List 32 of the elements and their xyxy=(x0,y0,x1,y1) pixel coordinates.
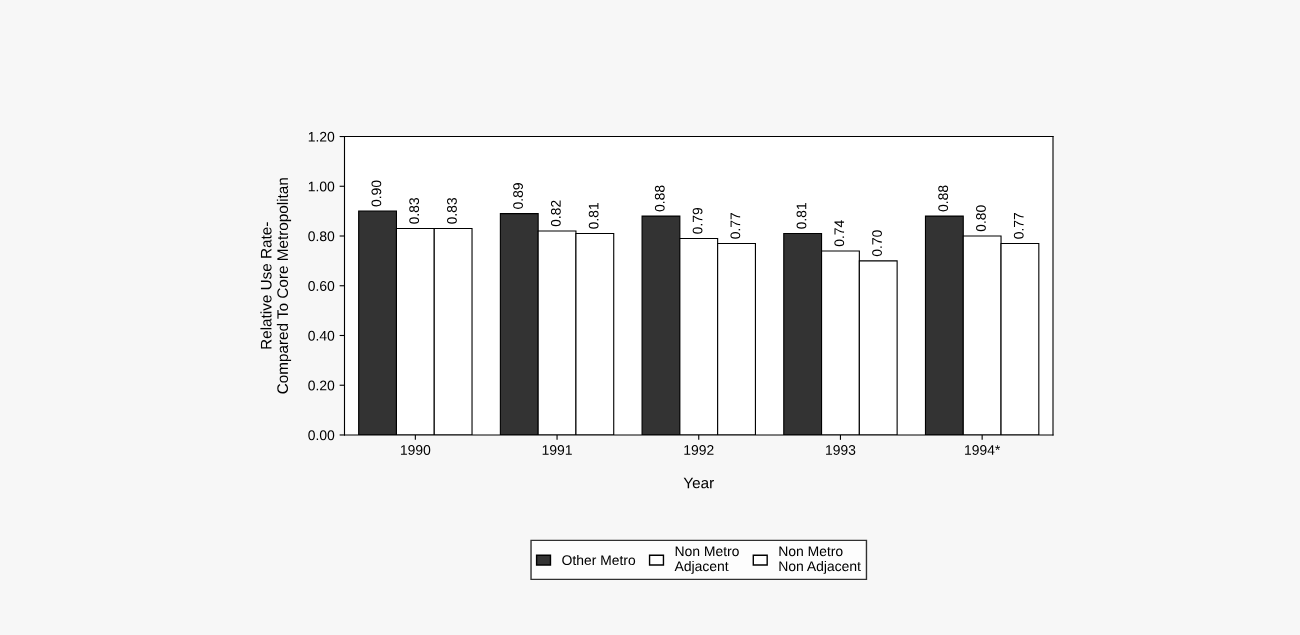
data-label: 0.81 xyxy=(796,203,807,229)
x-tick-label: 1993 xyxy=(826,445,856,455)
y-tick-label: 0.40 xyxy=(308,330,335,341)
x-axis-title: Year xyxy=(683,477,714,489)
x-tick-label: 1992 xyxy=(684,445,714,455)
data-label: 0.77 xyxy=(1013,212,1024,239)
y-axis-title: Relative Use Rate- Compared To Core Metropolitan xyxy=(260,178,292,394)
data-label: 0.83 xyxy=(409,197,420,224)
y-tick-label: 0.00 xyxy=(308,430,335,441)
y-tick-label: 0.20 xyxy=(308,380,335,391)
data-label: 0.79 xyxy=(692,207,703,234)
x-tick-label: 1990 xyxy=(400,445,431,455)
legend-label: Non Metro Non Adjacent xyxy=(779,546,861,574)
y-tick-label: 0.60 xyxy=(308,281,335,291)
legend-label: Non Metro Adjacent xyxy=(674,546,739,574)
x-tick-label: 1991 xyxy=(542,445,572,455)
x-tick-label: 1994* xyxy=(965,445,1001,455)
data-label: 0.82 xyxy=(550,200,561,227)
data-label: 0.89 xyxy=(513,183,523,209)
data-label: 0.70 xyxy=(872,230,882,257)
data-label: 0.83 xyxy=(447,197,457,224)
y-tick-label: 1.00 xyxy=(308,181,335,192)
data-label: 0.90 xyxy=(371,180,382,207)
data-label: 0.88 xyxy=(938,185,949,212)
y-tick-label: 1.20 xyxy=(308,131,335,142)
data-label: 0.74 xyxy=(834,220,845,247)
data-label: 0.77 xyxy=(730,212,741,239)
data-label: 0.80 xyxy=(976,205,986,232)
y-tick-label: 0.80 xyxy=(308,231,335,242)
data-label: 0.81 xyxy=(588,203,599,229)
data-label: 0.88 xyxy=(654,185,665,212)
legend-label: Other Metro xyxy=(562,554,636,566)
